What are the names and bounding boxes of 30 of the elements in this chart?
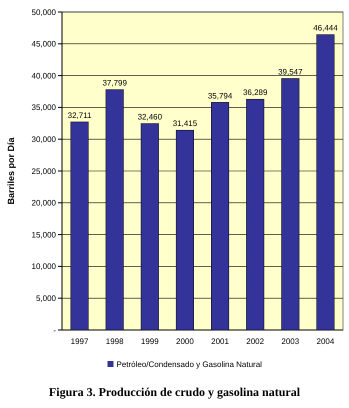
data-label: 37,799: [102, 78, 128, 88]
text: Figura 3. Producción de crudo y gasolina natural: [48, 385, 301, 399]
data-label: 32,460: [138, 112, 163, 122]
y-axis-title: Barriles por Día: [6, 136, 16, 205]
data-label: 36,289: [242, 88, 268, 98]
data-label: 32,711: [68, 110, 92, 120]
x-tick-label: 1998: [106, 337, 124, 346]
y-tick-label: 10,000: [32, 262, 57, 272]
x-tick-label: 1999: [140, 337, 160, 346]
data-label: 39,547: [278, 67, 304, 76]
y-tick-label: 5,000: [36, 294, 57, 303]
data-label: 35,794: [208, 91, 233, 100]
y-tick-label: 15,000: [32, 230, 57, 240]
legend-label: Petróleo/Condensado y Gasolina Natural: [116, 360, 262, 369]
y-tick-label: -: [53, 326, 56, 335]
data-label: 31,415: [172, 119, 198, 128]
y-tick-label: 50,000: [32, 8, 57, 17]
x-tick-label: 2004: [316, 337, 335, 346]
y-tick-label: 20,000: [32, 198, 57, 208]
y-tick-label: 35,000: [32, 103, 57, 112]
x-tick-label: 1997: [70, 337, 90, 346]
y-tick-label: 40,000: [32, 71, 57, 80]
x-tick-label: 2002: [246, 337, 265, 346]
x-tick-label: 2003: [281, 337, 300, 346]
y-tick-label: 30,000: [32, 135, 57, 144]
x-tick-label: 2001: [211, 337, 230, 346]
x-tick-label: 2000: [176, 337, 194, 346]
data-label: 46,444: [313, 24, 338, 33]
y-tick-label: 45,000: [32, 40, 57, 49]
y-tick-label: 25,000: [32, 166, 57, 176]
